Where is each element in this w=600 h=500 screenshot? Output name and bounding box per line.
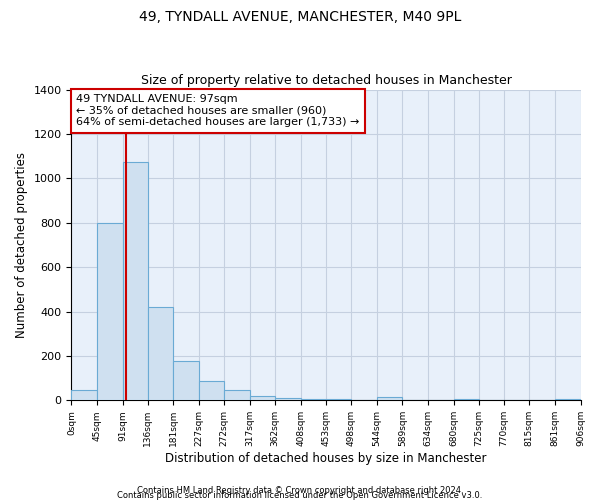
Bar xyxy=(454,399,479,400)
Text: 49 TYNDALL AVENUE: 97sqm
← 35% of detached houses are smaller (960)
64% of semi-: 49 TYNDALL AVENUE: 97sqm ← 35% of detach… xyxy=(76,94,360,128)
Bar xyxy=(173,362,199,401)
Y-axis label: Number of detached properties: Number of detached properties xyxy=(15,152,28,338)
Text: Contains HM Land Registry data © Crown copyright and database right 2024.: Contains HM Land Registry data © Crown c… xyxy=(137,486,463,495)
Bar xyxy=(71,390,97,400)
Text: 49, TYNDALL AVENUE, MANCHESTER, M40 9PL: 49, TYNDALL AVENUE, MANCHESTER, M40 9PL xyxy=(139,10,461,24)
Bar xyxy=(326,399,351,400)
Bar xyxy=(275,398,301,400)
Bar xyxy=(250,396,275,400)
Bar xyxy=(301,398,326,400)
Bar xyxy=(224,390,250,400)
X-axis label: Distribution of detached houses by size in Manchester: Distribution of detached houses by size … xyxy=(165,452,487,465)
Bar xyxy=(555,399,580,400)
Text: Contains public sector information licensed under the Open Government Licence v3: Contains public sector information licen… xyxy=(118,491,482,500)
Bar xyxy=(199,382,224,400)
Bar xyxy=(97,223,122,400)
Bar xyxy=(377,397,403,400)
Bar xyxy=(148,307,173,400)
Title: Size of property relative to detached houses in Manchester: Size of property relative to detached ho… xyxy=(140,74,511,87)
Bar xyxy=(122,162,148,400)
